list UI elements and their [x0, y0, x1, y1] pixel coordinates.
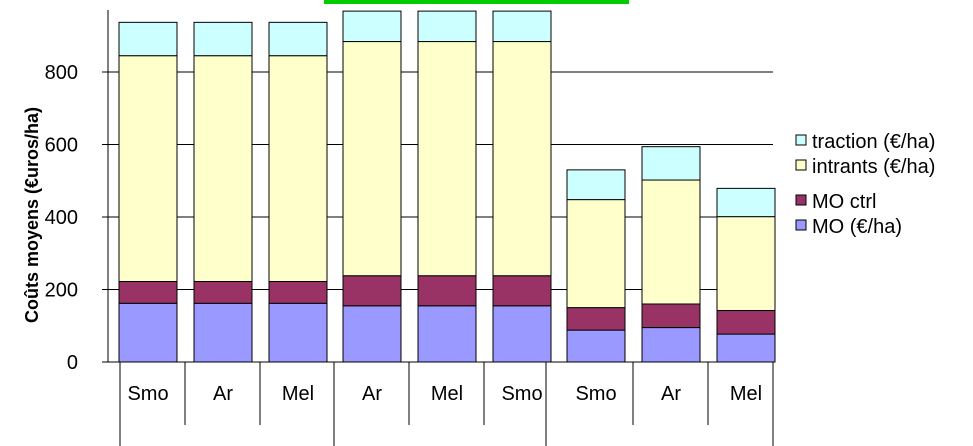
- y-axis-label: Coûts moyens (€uros/ha): [22, 107, 42, 323]
- x-category-label: Ar: [213, 383, 233, 405]
- bar-segment: [492, 41, 552, 277]
- y-tick-labels: 0 200 400 600 800: [45, 62, 78, 374]
- bar-segment: [641, 303, 701, 329]
- x-category-label: Smo: [501, 383, 542, 405]
- bar-segment: [193, 21, 253, 57]
- bar-segment: [342, 10, 402, 43]
- bar-segment: [492, 305, 552, 363]
- bar-segment: [268, 55, 328, 283]
- bar-segment: [417, 10, 477, 43]
- bar-segment: [193, 55, 253, 283]
- bar-segment: [342, 41, 402, 277]
- bar-segment: [342, 305, 402, 363]
- bar-segment: [566, 169, 626, 201]
- bar-segment: [268, 302, 328, 363]
- top-green-bar: [324, 0, 629, 4]
- legend-label: traction (€/ha): [812, 131, 935, 153]
- x-category-labels: Smo Ar Mel Ar Mel Smo Smo Ar Mel: [127, 383, 762, 405]
- legend-label: intrants (€/ha): [812, 156, 935, 178]
- x-category-label: Ar: [362, 383, 382, 405]
- x-category-label: Mel: [431, 383, 463, 405]
- axes: [102, 10, 774, 446]
- bar-segment: [268, 21, 328, 57]
- bar-segment: [417, 275, 477, 307]
- x-category-label: Mel: [282, 383, 314, 405]
- bar-segment: [716, 333, 776, 363]
- legend-swatch: [795, 159, 807, 171]
- y-tick-label: 200: [45, 280, 78, 302]
- y-tick-label: 0: [67, 352, 78, 374]
- bar-segment: [716, 187, 776, 218]
- x-category-label: Smo: [127, 383, 168, 405]
- x-category-label: Mel: [730, 383, 762, 405]
- bar-segment: [566, 329, 626, 363]
- legend-swatch: [795, 219, 807, 231]
- legend: traction (€/ha) intrants (€/ha) MO ctrl MO …: [795, 131, 935, 238]
- x-category-label: Ar: [661, 383, 681, 405]
- bar-segment: [716, 310, 776, 335]
- bar-segment: [417, 305, 477, 363]
- x-category-label: Smo: [575, 383, 616, 405]
- bar-segment: [268, 281, 328, 304]
- bar-segment: [641, 327, 701, 363]
- legend-label: MO ctrl: [812, 191, 876, 213]
- bar-segment: [566, 307, 626, 331]
- bar-segment: [193, 302, 253, 363]
- y-tick-label: 400: [45, 207, 78, 229]
- bar-segment: [118, 55, 178, 283]
- bar-segment: [342, 275, 402, 307]
- legend-swatch: [795, 194, 807, 206]
- bar-segment: [641, 179, 701, 305]
- y-tick-label: 800: [45, 62, 78, 84]
- legend-label: MO (€/ha): [812, 216, 902, 238]
- bars: [118, 10, 776, 363]
- bar-segment: [566, 199, 626, 309]
- bar-segment: [492, 10, 552, 43]
- y-tick-label: 600: [45, 135, 78, 157]
- bar-segment: [118, 21, 178, 57]
- bar-segment: [118, 281, 178, 304]
- bar-segment: [641, 146, 701, 181]
- bar-segment: [492, 275, 552, 307]
- bar-segment: [193, 281, 253, 304]
- bar-segment: [716, 216, 776, 312]
- legend-swatch: [795, 134, 807, 146]
- bar-segment: [118, 302, 178, 363]
- bar-segment: [417, 41, 477, 277]
